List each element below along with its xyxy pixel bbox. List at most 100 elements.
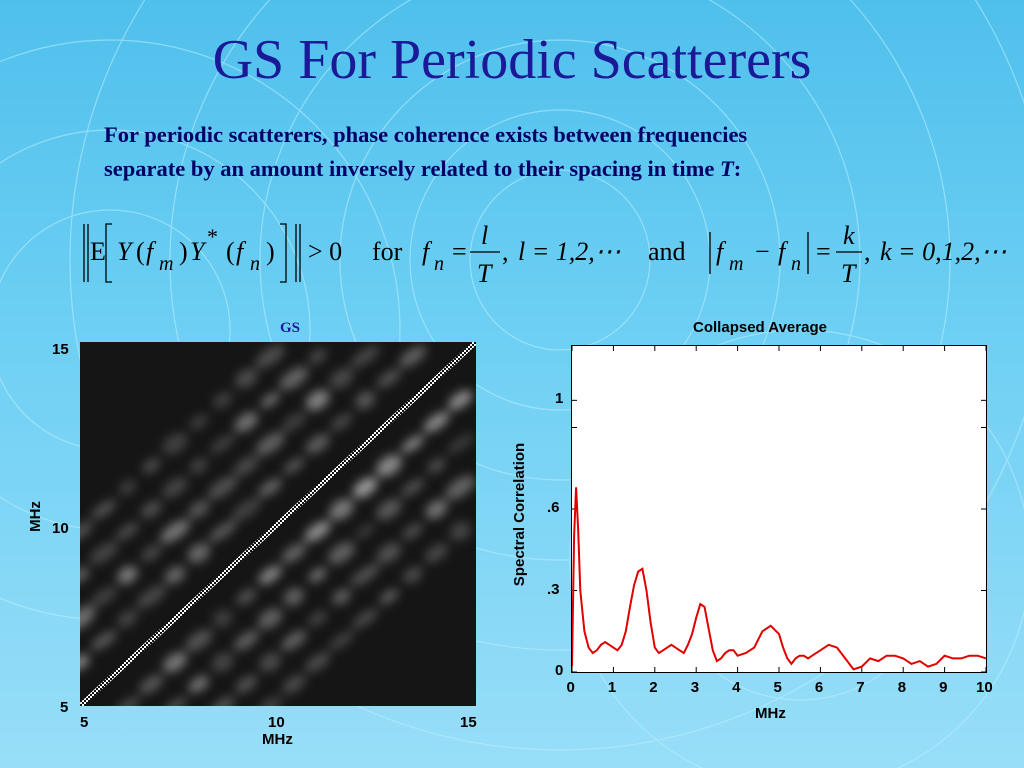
eq-fn-sub: n <box>434 253 444 275</box>
collapsed-xtick-label: 3 <box>690 679 700 696</box>
gs-xlabel: MHz <box>262 731 293 748</box>
eq-expectation: E <box>90 237 106 266</box>
heatmap-blob <box>400 478 425 497</box>
heatmap-blob <box>350 563 380 587</box>
eq-paren-close-2: ) <box>266 237 275 266</box>
collapsed-xtick-label: 1 <box>607 679 617 696</box>
heatmap-blob <box>139 674 164 694</box>
heatmap-blob <box>207 475 238 500</box>
collapsed-xtick-label: 6 <box>814 679 824 696</box>
heatmap-blob <box>80 521 93 542</box>
heatmap-blob <box>162 652 188 673</box>
heatmap-blob <box>80 567 90 583</box>
heatmap-blob <box>282 674 306 694</box>
intro-line-2-text: separate by an amount inversely related … <box>104 156 721 181</box>
heatmap-blob <box>185 629 213 652</box>
heatmap-blob <box>283 457 305 475</box>
gs-xtick-10: 10 <box>268 714 285 731</box>
heatmap-blob <box>208 520 237 542</box>
heatmap-blob <box>164 565 186 585</box>
page-title: GS For Periodic Scatterers <box>212 29 812 91</box>
heatmap-blob <box>233 455 259 477</box>
heatmap-blob <box>187 500 210 519</box>
heatmap-blob <box>209 434 236 454</box>
heatmap-blob <box>189 457 208 474</box>
heatmap-blob <box>236 588 257 606</box>
heatmap-blob <box>329 367 354 389</box>
eq-frac2-den: T <box>841 259 857 288</box>
heatmap-main-diagonal <box>80 342 476 706</box>
heatmap-blob <box>398 345 427 368</box>
gs-xtick-15: 15 <box>460 714 477 731</box>
heatmap-blob <box>376 454 402 477</box>
heatmap-blob <box>162 433 188 455</box>
eq-cond1: > 0 <box>308 237 342 266</box>
collapsed-chart-title: Collapsed Average <box>693 319 827 336</box>
heatmap-blob <box>255 432 285 456</box>
collapsed-xtick-label: 7 <box>856 679 865 696</box>
heatmap-blob <box>259 652 281 673</box>
eq-fm-sub: m <box>729 253 743 275</box>
eq-star: * <box>207 224 218 249</box>
eq-sub-m1: m <box>159 253 173 275</box>
gs-chart-title: GS <box>279 320 300 336</box>
intro-variable-t: T <box>720 156 734 181</box>
heatmap-blob <box>258 565 282 585</box>
collapsed-xlabel: MHz <box>755 705 786 722</box>
eq-paren-close-1: ) <box>179 237 188 266</box>
heatmap-blob <box>304 652 331 673</box>
heatmap-blob <box>234 412 259 433</box>
heatmap-blob <box>281 543 307 563</box>
heatmap-blob <box>329 498 354 521</box>
heatmap-blob <box>328 630 355 651</box>
heatmap-blob <box>140 544 162 562</box>
heatmap-blob <box>90 630 117 651</box>
heatmap-blob <box>187 543 211 564</box>
heatmap-blob <box>376 368 402 389</box>
heatmap-blob <box>255 344 285 369</box>
heatmap-blob <box>308 567 327 583</box>
gs-ylabel: MHz <box>26 501 44 532</box>
equation-brackets <box>83 223 862 283</box>
collapsed-xtick-label: 10 <box>976 679 993 696</box>
heatmap-blob <box>162 477 188 499</box>
heatmap-blob <box>376 542 401 564</box>
eq-fm: f <box>716 237 727 266</box>
heatmap-blob <box>425 499 448 520</box>
collapsed-ylabel: Spectral Correlation <box>511 442 529 587</box>
heatmap-blob <box>118 480 137 496</box>
eq-equals-1: = <box>452 237 467 266</box>
heatmap-blob <box>142 458 161 474</box>
heatmap-blob <box>80 606 95 631</box>
heatmap-blob <box>446 433 474 455</box>
eq-minus: − <box>755 237 770 266</box>
heatmap-blob <box>423 411 450 433</box>
gs-ytick-10: 10 <box>52 520 69 537</box>
eq-comma-1: , <box>502 237 509 266</box>
eq-comma-2: , <box>864 237 871 266</box>
heatmap-blob <box>402 522 424 540</box>
heatmap-blob <box>117 565 138 585</box>
collapsed-ytick-label: .3 <box>547 580 560 598</box>
equation: E Y ( f m ) Y * ( f n ) > 0 for f n = l … <box>83 221 1007 288</box>
heatmap-blob <box>260 392 280 408</box>
heatmap-blob <box>279 366 309 391</box>
gs-heatmap-canvas <box>80 342 476 706</box>
heatmap-blob <box>210 696 235 706</box>
heatmap-blob <box>80 654 90 671</box>
heatmap-blob <box>427 457 446 474</box>
collapsed-ytick-label: .6 <box>547 499 560 516</box>
heatmap-blob <box>235 368 258 389</box>
intro-text: For periodic scatterers, phase coherence… <box>104 118 964 186</box>
eq-fn2-sub: n <box>791 253 801 275</box>
heatmap-blob <box>140 500 162 519</box>
collapsed-plot-canvas <box>572 346 986 672</box>
heatmap-blob <box>281 630 307 651</box>
heatmap-blob <box>258 478 282 497</box>
heatmap-blob <box>355 391 376 410</box>
collapsed-xtick-label: 4 <box>732 679 741 696</box>
heatmap-blob <box>449 521 471 542</box>
eq-f2: f <box>236 237 247 266</box>
gs-heatmap <box>80 342 476 706</box>
heatmap-blob <box>332 588 351 605</box>
